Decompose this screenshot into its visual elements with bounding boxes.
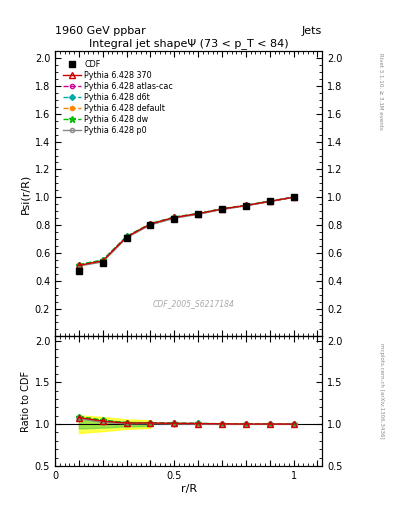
Y-axis label: Psi(r/R): Psi(r/R) <box>20 174 31 214</box>
Text: mcplots.cern.ch [arXiv:1306.3436]: mcplots.cern.ch [arXiv:1306.3436] <box>379 344 384 439</box>
X-axis label: r/R: r/R <box>180 483 197 494</box>
Text: Rivet 3.1.10, ≥ 3.1M events: Rivet 3.1.10, ≥ 3.1M events <box>379 53 384 130</box>
Y-axis label: Ratio to CDF: Ratio to CDF <box>20 371 31 432</box>
Text: CDF_2005_S6217184: CDF_2005_S6217184 <box>153 299 235 308</box>
Text: 1960 GeV ppbar: 1960 GeV ppbar <box>55 26 146 36</box>
Text: Jets: Jets <box>302 26 322 36</box>
Title: Integral jet shapeΨ (73 < p_T < 84): Integral jet shapeΨ (73 < p_T < 84) <box>89 38 288 49</box>
Legend: CDF, Pythia 6.428 370, Pythia 6.428 atlas-cac, Pythia 6.428 d6t, Pythia 6.428 de: CDF, Pythia 6.428 370, Pythia 6.428 atla… <box>62 58 175 136</box>
